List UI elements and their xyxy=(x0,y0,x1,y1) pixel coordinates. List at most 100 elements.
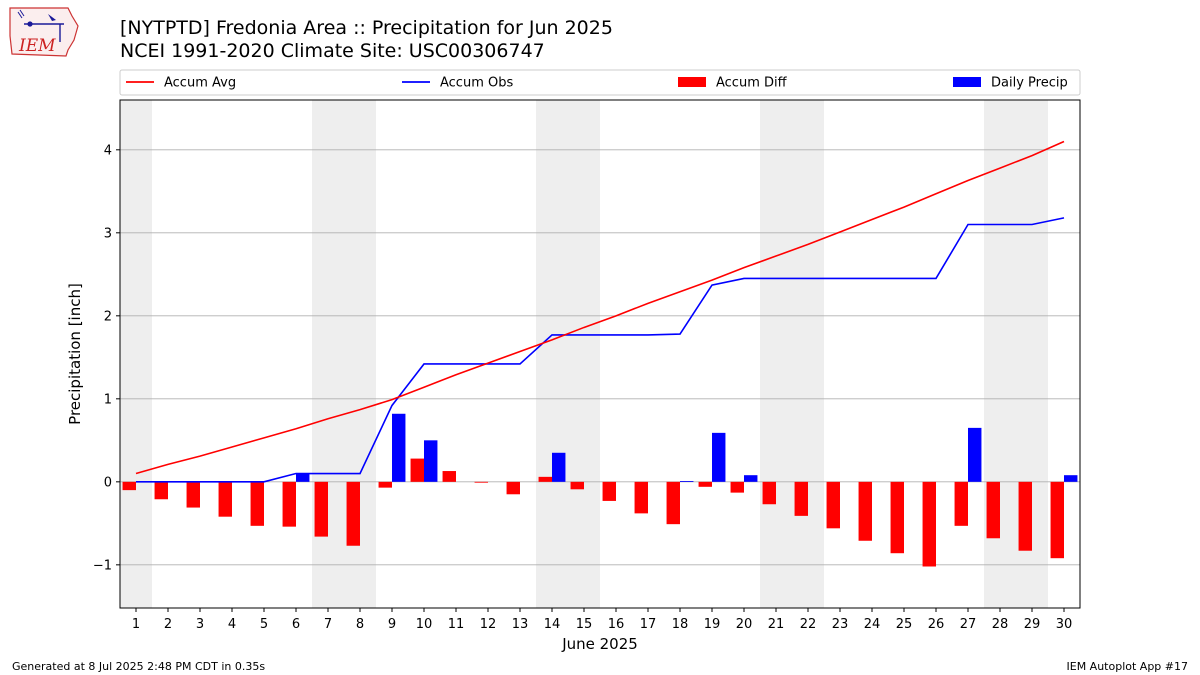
accum-diff-bar xyxy=(858,481,872,541)
y-tick-label: 1 xyxy=(104,392,112,407)
accum-diff-bar xyxy=(634,481,648,514)
daily-precip-bar xyxy=(392,413,406,482)
legend-label: Accum Avg xyxy=(164,76,236,91)
daily-precip-bar xyxy=(680,481,694,482)
x-tick-label: 15 xyxy=(576,617,593,632)
daily-precip-bar xyxy=(1064,475,1078,482)
accum-diff-bar xyxy=(602,481,616,501)
accum-diff-bar xyxy=(794,481,808,516)
chart-subtitle: NCEI 1991-2020 Climate Site: USC00306747 xyxy=(120,40,545,62)
x-tick-label: 13 xyxy=(512,617,529,632)
legend-label: Daily Precip xyxy=(991,76,1068,91)
x-tick-label: 21 xyxy=(768,617,785,632)
daily-precip-bar xyxy=(744,475,758,482)
accum-diff-bar xyxy=(666,481,680,525)
accum-diff-bar xyxy=(922,481,936,567)
x-tick-label: 30 xyxy=(1056,617,1073,632)
accum-diff-bar xyxy=(1018,481,1032,551)
x-tick-label: 10 xyxy=(416,617,433,632)
weekend-shade-band xyxy=(792,100,824,608)
accum-diff-bar xyxy=(442,471,456,482)
x-tick-label: 5 xyxy=(260,617,268,632)
legend-box xyxy=(119,69,1081,96)
plot-frame xyxy=(119,99,1081,609)
legend-label: Accum Diff xyxy=(716,76,788,91)
x-tick-label: 22 xyxy=(800,617,817,632)
accum-diff-bar xyxy=(410,458,424,482)
x-tick-label: 8 xyxy=(356,617,364,632)
x-tick-label: 25 xyxy=(896,617,913,632)
iem-logo-icon: IEM xyxy=(8,6,80,62)
x-tick-label: 20 xyxy=(736,617,753,632)
x-axis-label: June 2025 xyxy=(561,635,638,653)
x-tick-label: 14 xyxy=(544,617,561,632)
x-tick-label: 1 xyxy=(132,617,140,632)
x-tick-label: 7 xyxy=(324,617,332,632)
y-tick-label: −1 xyxy=(93,558,112,573)
accum-obs-line xyxy=(136,217,1065,483)
accum-diff-bar xyxy=(154,481,168,500)
chart-title: [NYTPTD] Fredonia Area :: Precipitation … xyxy=(120,17,613,39)
daily-precip-bar xyxy=(712,432,726,482)
x-tick-label: 23 xyxy=(832,617,849,632)
x-tick-label: 9 xyxy=(388,617,396,632)
weekend-shade-band xyxy=(760,100,792,608)
daily-precip-bar xyxy=(424,440,438,482)
accum-diff-bar xyxy=(122,481,136,491)
x-tick-label: 6 xyxy=(292,617,300,632)
accum-diff-bar xyxy=(218,481,232,517)
y-tick-label: 4 xyxy=(104,143,112,158)
accum-diff-bar xyxy=(346,481,360,546)
legend-swatch-bar xyxy=(953,77,981,87)
footer-generated-text: Generated at 8 Jul 2025 2:48 PM CDT in 0… xyxy=(12,660,266,673)
x-tick-label: 16 xyxy=(608,617,625,632)
y-axis-label: Precipitation [inch] xyxy=(66,283,84,425)
x-tick-label: 26 xyxy=(928,617,945,632)
x-tick-label: 28 xyxy=(992,617,1009,632)
x-tick-label: 4 xyxy=(228,617,236,632)
accum-diff-bar xyxy=(314,481,328,537)
accum-diff-bar xyxy=(378,481,392,488)
accum-diff-bar xyxy=(506,481,520,495)
footer-app-text: IEM Autoplot App #17 xyxy=(1066,660,1189,673)
accum-diff-bar xyxy=(890,481,904,554)
x-tick-label: 19 xyxy=(704,617,721,632)
accum-diff-bar xyxy=(186,481,200,508)
accum-diff-bar xyxy=(730,481,744,493)
x-tick-label: 2 xyxy=(164,617,172,632)
accum-diff-bar xyxy=(826,481,840,529)
x-tick-label: 18 xyxy=(672,617,689,632)
accum-diff-bar xyxy=(762,481,776,505)
logo-text: IEM xyxy=(18,36,56,56)
daily-precip-bar xyxy=(552,452,566,482)
daily-precip-bar xyxy=(968,427,982,482)
x-tick-label: 11 xyxy=(448,617,465,632)
weekend-shade-band xyxy=(536,100,568,608)
x-tick-label: 29 xyxy=(1024,617,1041,632)
y-tick-label: 0 xyxy=(104,475,112,490)
weekend-shade-band xyxy=(120,100,152,608)
legend-swatch-bar xyxy=(678,77,706,87)
x-tick-label: 12 xyxy=(480,617,497,632)
accum-diff-bar xyxy=(570,481,584,490)
y-tick-label: 2 xyxy=(104,309,112,324)
y-tick-label: 3 xyxy=(104,226,112,241)
accum-diff-bar xyxy=(538,476,552,482)
accum-diff-bar xyxy=(474,481,488,483)
accum-diff-bar xyxy=(698,481,712,487)
accum-diff-bar xyxy=(954,481,968,526)
x-tick-label: 3 xyxy=(196,617,204,632)
daily-precip-bar xyxy=(296,473,310,482)
x-tick-label: 27 xyxy=(960,617,977,632)
accum-diff-bar xyxy=(282,481,296,527)
accum-diff-bar xyxy=(250,481,264,526)
x-tick-label: 24 xyxy=(864,617,881,632)
legend-label: Accum Obs xyxy=(440,76,513,91)
weekend-shade-band xyxy=(568,100,600,608)
accum-avg-line xyxy=(135,140,1065,475)
x-tick-label: 17 xyxy=(640,617,657,632)
accum-diff-bar xyxy=(986,481,1000,539)
accum-diff-bar xyxy=(1050,481,1064,559)
